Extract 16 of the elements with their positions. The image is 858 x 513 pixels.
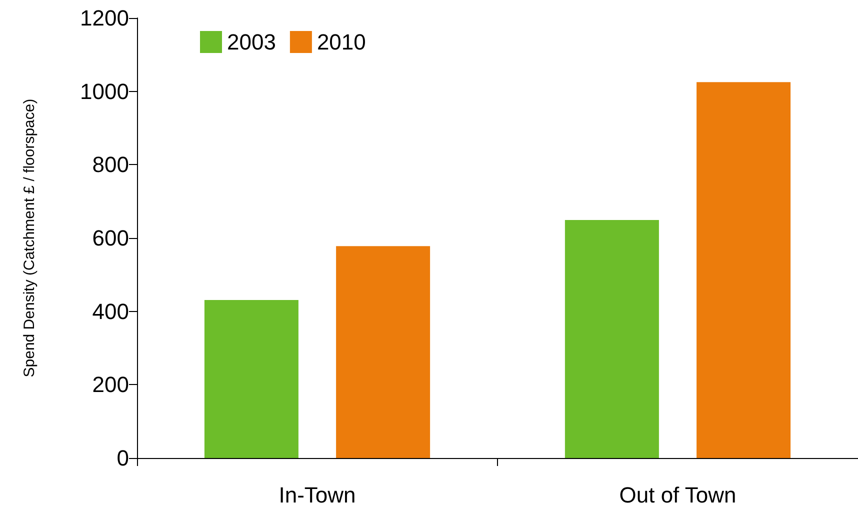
legend-label: 2010 [316, 30, 366, 54]
y-tick-label: 200 [92, 372, 129, 398]
bar [564, 220, 659, 458]
y-tick-label: 1000 [80, 78, 129, 104]
y-tick-label: 1200 [80, 6, 129, 30]
y-tick-label: 600 [92, 226, 129, 250]
y-tick-label: 0 [116, 446, 129, 470]
y-tick-label: 400 [92, 298, 129, 324]
bar [696, 82, 791, 458]
y-tick-label: 800 [92, 152, 129, 178]
legend-label: 2003 [227, 30, 276, 54]
bar [204, 300, 298, 458]
y-axis-title: Spend Density (Catchment £ / floorspace) [21, 98, 38, 378]
bar [336, 246, 430, 458]
x-tick-label: In-Town [278, 482, 356, 508]
x-tick-label: Out of Town [619, 482, 736, 508]
